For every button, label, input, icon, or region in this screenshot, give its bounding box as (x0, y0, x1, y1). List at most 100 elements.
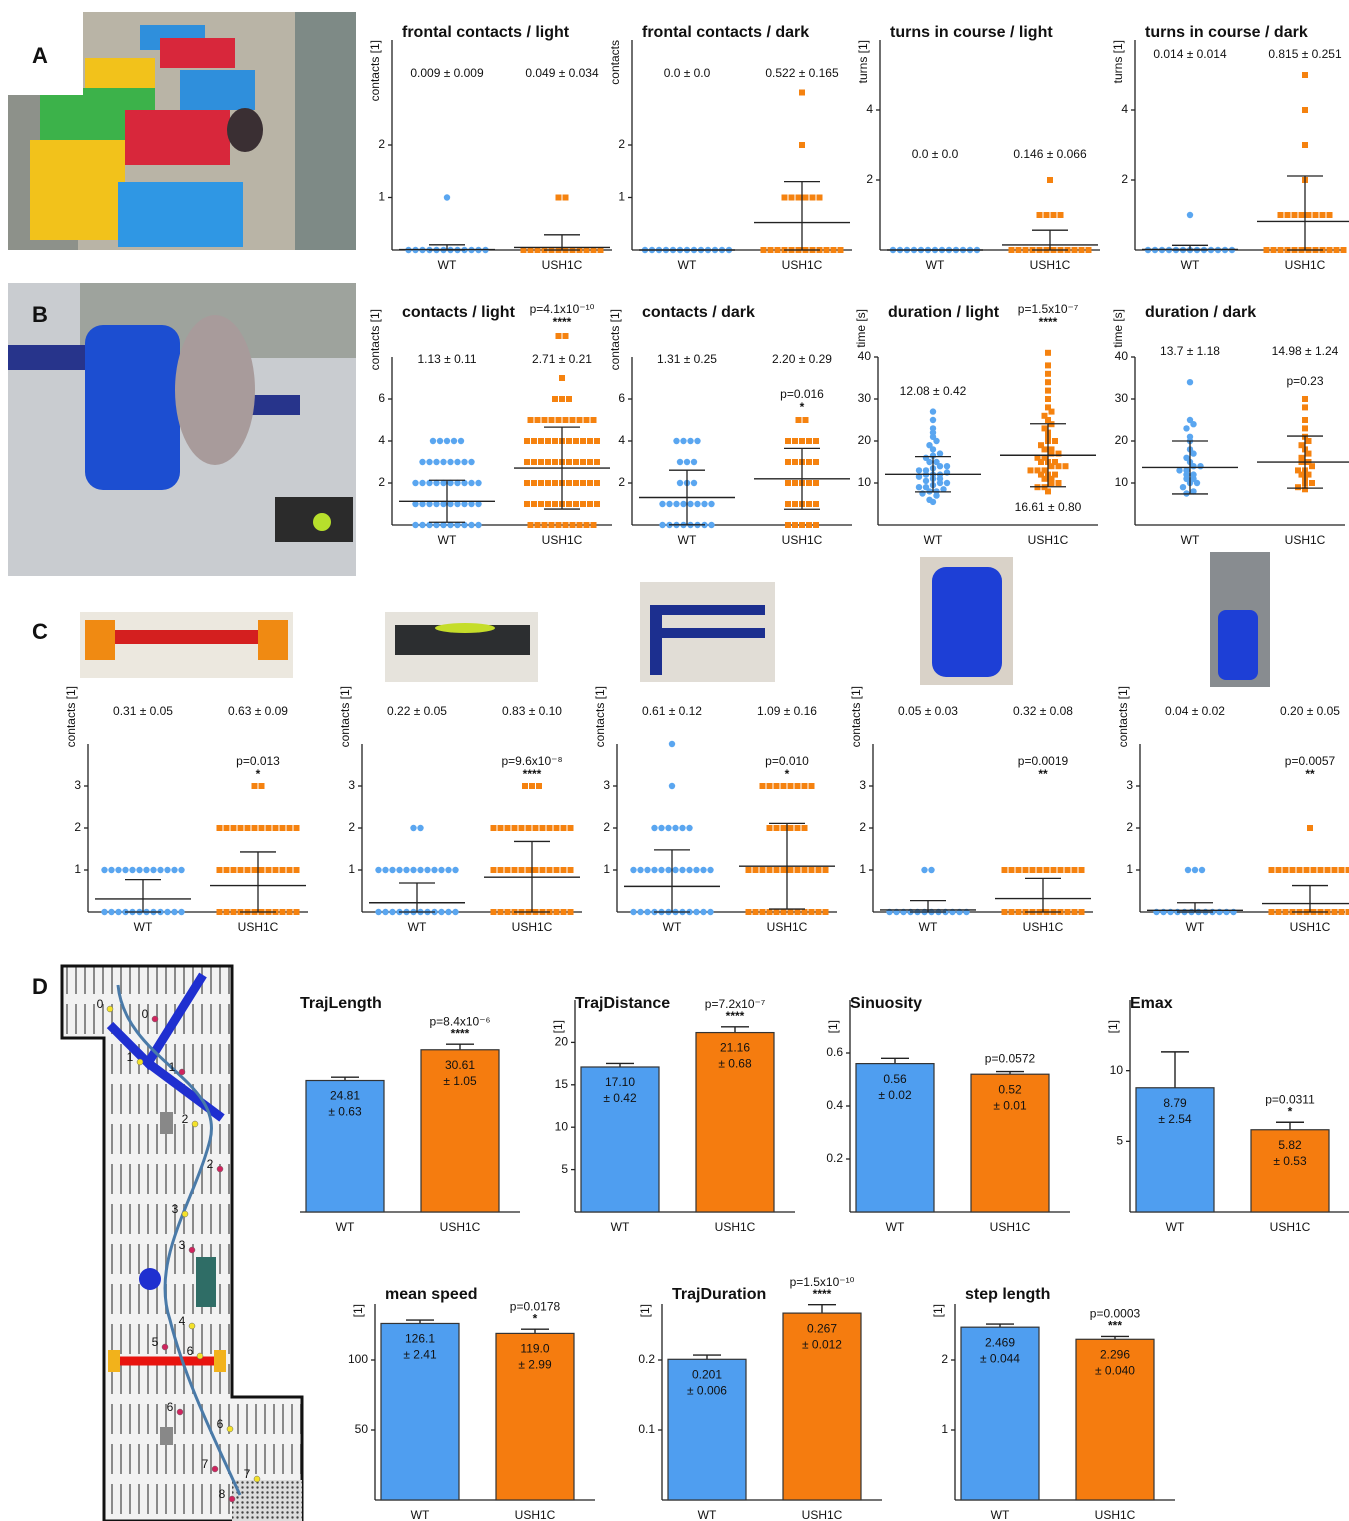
significance: **** (813, 1287, 832, 1301)
chart-title: turns in course / light (890, 24, 1053, 41)
data-point (259, 867, 265, 873)
trajectory-label: 6 (217, 1417, 224, 1431)
data-point (426, 459, 432, 465)
data-point (1002, 909, 1008, 915)
data-point (785, 480, 791, 486)
data-point (785, 459, 791, 465)
data-point (587, 480, 593, 486)
data-point (792, 501, 798, 507)
data-point (802, 867, 808, 873)
data-point (916, 484, 922, 490)
data-point (419, 522, 425, 528)
x-tick-label: USH1C (512, 920, 553, 934)
chart-title: contacts / light (402, 304, 516, 321)
data-point (431, 867, 437, 873)
data-point (785, 522, 791, 528)
bar-value-label: 30.61 (445, 1058, 475, 1072)
x-tick-label: WT (698, 1508, 717, 1521)
data-point (171, 909, 177, 915)
data-point (774, 825, 780, 831)
data-point (816, 909, 822, 915)
data-point (665, 867, 671, 873)
data-point (468, 459, 474, 465)
data-point (561, 909, 567, 915)
data-point (1009, 247, 1015, 253)
data-point (1009, 909, 1015, 915)
group-stat: 0.522 ± 0.165 (765, 66, 839, 80)
y-tick-label: 1 (618, 190, 625, 204)
data-point (538, 459, 544, 465)
data-point (760, 867, 766, 873)
data-point (552, 396, 558, 402)
y-tick-label: 0.2 (638, 1352, 655, 1366)
x-tick-label: USH1C (1285, 258, 1326, 272)
data-point (280, 825, 286, 831)
data-point (403, 867, 409, 873)
bar-error-label: ± 0.040 (1095, 1363, 1135, 1377)
data-point (1065, 867, 1071, 873)
bar (856, 1064, 934, 1212)
y-axis-label: contacts [1] (64, 686, 78, 747)
data-point (1199, 867, 1205, 873)
data-point (803, 417, 809, 423)
data-point (531, 501, 537, 507)
data-point (792, 438, 798, 444)
data-point (1302, 425, 1308, 431)
data-point (937, 450, 943, 456)
data-point (217, 909, 223, 915)
data-point (475, 480, 481, 486)
data-point (294, 909, 300, 915)
trajectory-point (189, 1323, 195, 1329)
data-point (802, 783, 808, 789)
p-value: p=1.5x10⁻¹⁰ (790, 1275, 855, 1289)
y-tick-label: 1 (859, 862, 866, 876)
y-tick-label: 2 (941, 1352, 948, 1366)
group-stat: 0.049 ± 0.034 (525, 66, 599, 80)
bar-error-label: ± 0.42 (603, 1091, 637, 1105)
y-tick-label: 0.2 (826, 1151, 843, 1165)
x-tick-label: WT (1181, 258, 1200, 272)
data-point (573, 480, 579, 486)
data-point (547, 867, 553, 873)
data-point (1276, 867, 1282, 873)
data-point (559, 375, 565, 381)
data-point (287, 825, 293, 831)
data-point (475, 522, 481, 528)
data-point (512, 825, 518, 831)
data-point (238, 825, 244, 831)
data-point (594, 459, 600, 465)
data-point (224, 909, 230, 915)
data-point (101, 867, 107, 873)
data-point (171, 867, 177, 873)
bar-value-label: 2.469 (985, 1335, 1015, 1349)
y-tick-label: 2 (618, 475, 625, 489)
data-point (568, 867, 574, 873)
y-tick-label: 1 (74, 862, 81, 876)
data-point (658, 825, 664, 831)
data-point (452, 867, 458, 873)
data-point (1306, 451, 1312, 457)
data-point (452, 909, 458, 915)
data-point (802, 825, 808, 831)
data-point (396, 867, 402, 873)
data-point (587, 501, 593, 507)
data-point (680, 501, 686, 507)
data-point (1271, 247, 1277, 253)
data-point (505, 909, 511, 915)
data-point (445, 909, 451, 915)
data-point (1190, 421, 1196, 427)
data-point (245, 867, 251, 873)
data-point (774, 909, 780, 915)
data-point (781, 783, 787, 789)
group-stat: 0.31 ± 0.05 (113, 704, 173, 718)
data-point (1302, 417, 1308, 423)
y-axis-label: time [s] (854, 309, 868, 348)
x-tick-label: USH1C (1028, 533, 1069, 547)
data-point (526, 867, 532, 873)
data-point (491, 909, 497, 915)
data-point (760, 783, 766, 789)
data-point (806, 438, 812, 444)
y-tick-label: 0.1 (638, 1422, 655, 1436)
data-point (686, 825, 692, 831)
data-point (693, 909, 699, 915)
